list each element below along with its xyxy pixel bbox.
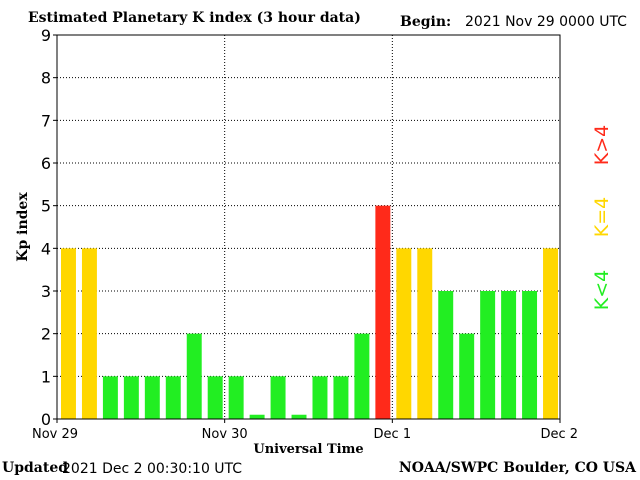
kp-bar <box>144 376 160 419</box>
grid-lines <box>57 35 560 419</box>
y-tick-label: 7 <box>41 111 51 130</box>
kp-bar <box>396 248 412 419</box>
kp-bar <box>438 291 454 419</box>
legend-entry: K<4 <box>591 270 613 310</box>
x-axis-label: Universal Time <box>253 442 363 457</box>
chart-title: Estimated Planetary K index (3 hour data… <box>28 10 361 26</box>
legend-entry: K=4 <box>591 197 613 237</box>
y-axis-label: Kp index <box>15 192 31 262</box>
kp-bar <box>123 376 139 419</box>
y-tick-label: 4 <box>41 239 51 258</box>
axes: 0 1 2 3 4 5 6 7 8 9 Nov 29 Nov 30 Dec 1 Dec 2 Universa… <box>15 26 578 457</box>
kp-bar <box>102 376 118 419</box>
kp-bar <box>480 291 496 419</box>
kp-bar <box>375 205 391 419</box>
kp-bar <box>165 376 181 419</box>
begin-value: 2021 Nov 29 0000 UTC <box>465 14 627 30</box>
y-tick-label: 0 <box>41 410 51 429</box>
x-tick-label: Nov 30 <box>202 427 248 442</box>
y-tick-label: 3 <box>41 282 51 301</box>
kp-bar <box>417 248 433 419</box>
updated-value: 2021 Dec 2 00:30:10 UTC <box>62 461 243 477</box>
x-tick-label: Nov 29 <box>32 427 78 442</box>
plot-frame <box>56 34 561 420</box>
y-tick-label: 1 <box>41 367 51 386</box>
y-tick-label: 5 <box>41 197 51 216</box>
kp-bar <box>459 333 475 419</box>
x-tick-label: Dec 2 <box>540 427 578 442</box>
kp-bar <box>270 376 286 419</box>
kp-bar <box>186 333 202 419</box>
y-tick-label: 8 <box>41 69 51 88</box>
kp-bar <box>228 376 244 419</box>
legend-entry: K>4 <box>591 125 613 165</box>
x-tick-label: Dec 1 <box>374 427 412 442</box>
source-credit: NOAA/SWPC Boulder, CO USA <box>398 460 636 476</box>
kp-bar <box>522 291 538 419</box>
legend: K>4 K=4 K<4 <box>591 125 613 310</box>
kp-bar <box>207 376 223 419</box>
kp-bar <box>354 333 370 419</box>
kp-bar <box>81 248 97 419</box>
kp-bar <box>501 291 517 419</box>
begin-label: Begin: <box>400 14 452 30</box>
y-tick-label: 9 <box>41 26 51 45</box>
kp-bar <box>312 376 328 419</box>
updated-label: Updated <box>2 460 69 476</box>
kp-bar <box>543 248 558 419</box>
kp-bar <box>291 414 307 419</box>
kp-bar <box>333 376 349 419</box>
y-tick-label: 2 <box>41 325 51 344</box>
kp-bar <box>61 248 76 419</box>
y-tick-label: 6 <box>41 154 51 173</box>
bars <box>61 205 558 419</box>
kp-bar <box>249 414 265 419</box>
